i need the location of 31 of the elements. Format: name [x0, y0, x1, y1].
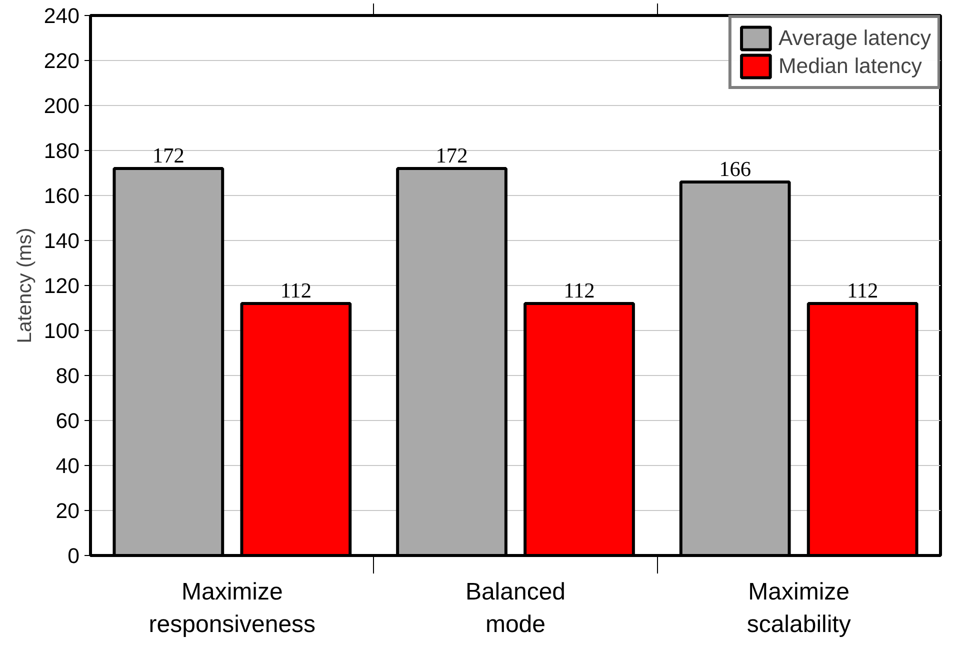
y-tick-label: 160 — [44, 184, 80, 208]
y-tick-label: 140 — [44, 229, 80, 253]
bar — [524, 302, 635, 556]
y-tick-label: 120 — [44, 274, 80, 298]
legend-label: Median latency — [778, 54, 922, 78]
bar — [806, 302, 918, 556]
y-tick-label: 20 — [56, 499, 80, 523]
data-label: 112 — [846, 278, 878, 302]
y-tick-label: 100 — [44, 319, 80, 343]
x-tick-label: Maximize responsiveness — [148, 578, 316, 638]
bar — [679, 180, 791, 556]
y-tick-label: 220 — [44, 49, 80, 73]
y-tick-label: 240 — [44, 4, 80, 28]
x-tick-label: Balanced mode — [465, 578, 566, 638]
y-tick-label: 40 — [56, 454, 80, 478]
x-tick-label: Maximize scalability — [746, 578, 851, 638]
data-label: 172 — [436, 144, 468, 168]
y-tick-label: 200 — [44, 94, 80, 118]
y-axis-title: Latency (ms) — [14, 228, 36, 344]
legend-label: Average latency — [778, 26, 931, 50]
bar — [240, 302, 352, 556]
y-tick-label: 180 — [44, 139, 80, 163]
data-label: 112 — [564, 278, 595, 302]
y-tick-label: 0 — [68, 544, 80, 568]
bar — [396, 167, 508, 556]
y-tick-label: 80 — [56, 364, 80, 388]
data-label: 112 — [280, 278, 312, 302]
data-label: 166 — [719, 157, 752, 181]
bar — [112, 167, 224, 556]
data-label: 172 — [152, 144, 184, 168]
y-tick-label: 60 — [56, 409, 80, 433]
